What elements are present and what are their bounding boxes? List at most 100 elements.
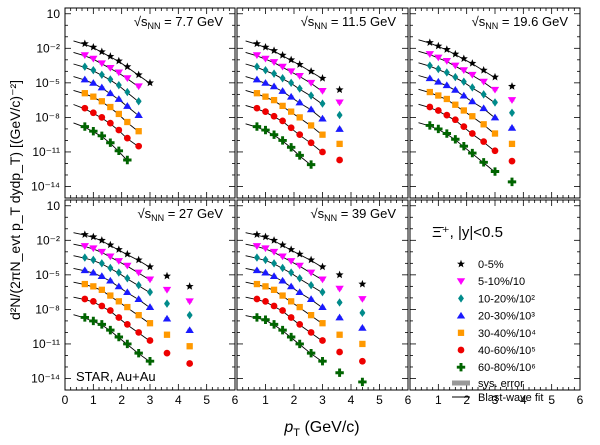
data-point (286, 92, 296, 100)
data-point (508, 157, 516, 165)
data-point (261, 42, 270, 51)
data-point (468, 97, 477, 105)
data-point (490, 113, 500, 121)
data-point (490, 86, 500, 94)
data-point (442, 45, 451, 53)
data-point (286, 258, 296, 265)
data-point (509, 108, 515, 117)
data-point (106, 119, 114, 127)
data-point (269, 248, 279, 256)
x-tick-label: 0 (62, 393, 69, 407)
data-point (115, 80, 122, 90)
panel-3: √sNN = 19.6 GeV (409, 7, 581, 199)
y-tick-label: 10⁻⁵ (35, 268, 60, 282)
data-point (296, 114, 303, 121)
data-point (162, 314, 172, 322)
y-tick-label: 10⁻¹¹ (32, 145, 60, 159)
panel-4: 10 10⁻² 10⁻⁵ 10⁻⁸ 10⁻¹¹ 10⁻¹⁴0 1 2 3 4 5 6 √sNN = 27… (31, 199, 239, 407)
y-tick-label: 10⁻⁸ (35, 110, 60, 124)
data-point (295, 288, 304, 296)
data-point (270, 286, 278, 293)
data-point (269, 59, 279, 66)
data-point (508, 82, 516, 90)
data-point (318, 303, 327, 311)
legend-marker (457, 346, 465, 354)
data-point (81, 280, 88, 288)
data-point (89, 245, 98, 253)
data-point (261, 315, 270, 324)
x-tick-label: 5 (203, 393, 210, 407)
data-point (114, 258, 124, 265)
data-point (295, 249, 304, 258)
legend-label: 0-5% (478, 259, 504, 271)
x-tick-label: 3 (147, 393, 154, 407)
data-point (114, 282, 124, 290)
data-point (135, 312, 142, 319)
data-point (459, 54, 468, 63)
data-point (459, 67, 469, 74)
data-point (434, 41, 443, 50)
y-tick-label: 10⁻² (36, 41, 60, 55)
data-point (296, 131, 304, 139)
data-point (468, 59, 477, 67)
data-point (89, 297, 97, 305)
data-point (480, 121, 487, 128)
data-point (261, 125, 270, 135)
data-point (270, 236, 279, 244)
data-point (261, 232, 270, 241)
data-point (319, 287, 326, 297)
data-point (295, 151, 304, 160)
data-point (106, 276, 115, 284)
data-point (335, 368, 344, 377)
data-point (261, 79, 270, 86)
data-point (295, 98, 304, 106)
legend-label: 40-60%/10⁵ (478, 345, 536, 357)
data-point (279, 74, 286, 83)
data-point (163, 349, 171, 357)
data-point (269, 82, 279, 90)
data-point (252, 39, 261, 48)
data-point (307, 312, 315, 319)
data-point (97, 248, 107, 256)
data-point (307, 255, 316, 264)
x-tick-label: 2 (291, 393, 298, 407)
data-point (335, 85, 344, 94)
data-point (107, 103, 114, 111)
data-point (435, 64, 442, 74)
energy-label: √sNN = 19.6 GeV (472, 14, 569, 31)
data-point (507, 97, 517, 104)
data-point (115, 110, 122, 118)
data-point (491, 130, 499, 137)
data-point (443, 111, 451, 119)
y-tick-label: 10⁻¹¹ (32, 337, 60, 351)
data-point (359, 357, 366, 365)
data-point (270, 96, 278, 104)
data-point (358, 279, 367, 288)
y-tick-label: 10⁻¹⁴ (31, 371, 60, 385)
data-point (468, 130, 476, 137)
data-point (123, 321, 131, 328)
data-point (319, 131, 326, 138)
data-point (123, 288, 132, 296)
data-point (107, 292, 114, 299)
data-point (106, 253, 115, 261)
data-point (81, 62, 88, 71)
data-point (278, 51, 287, 59)
data-point (359, 308, 366, 318)
data-point (479, 104, 488, 112)
plot-area (418, 38, 517, 187)
data-point (358, 377, 367, 387)
data-point (262, 283, 269, 290)
x-tick-label: 6 (232, 393, 239, 407)
data-point (252, 243, 262, 250)
data-point (507, 177, 517, 187)
data-point (358, 324, 367, 331)
data-point (163, 331, 171, 338)
data-point (271, 69, 277, 78)
data-point (269, 320, 279, 329)
data-point (508, 140, 516, 148)
data-point (115, 314, 123, 321)
data-point (335, 99, 344, 107)
data-point (262, 65, 269, 75)
data-point (115, 126, 123, 134)
